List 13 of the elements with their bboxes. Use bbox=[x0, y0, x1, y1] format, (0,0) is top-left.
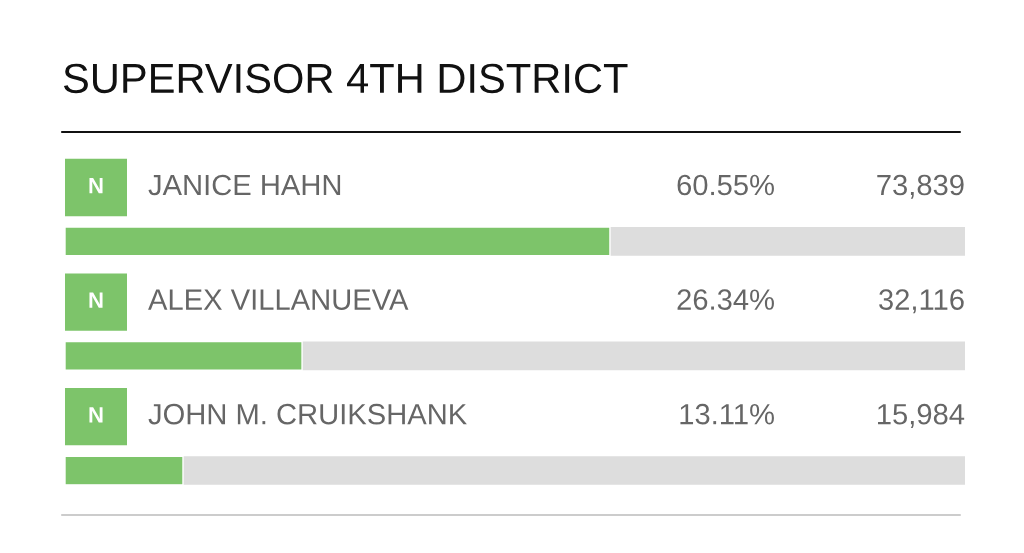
annotation: 15,984 bbox=[878, 403, 965, 428]
annotation: N bbox=[89, 292, 103, 308]
data-label: 26.34% bbox=[677, 289, 774, 310]
chart-title: SUPERVISOR 4TH DISTRICT bbox=[63, 63, 628, 94]
y-tick-label: JANICE HAHN bbox=[148, 174, 341, 196]
annotation: 32,116 bbox=[879, 289, 964, 314]
data-label: 13.11% bbox=[680, 403, 774, 425]
annotation: N bbox=[89, 407, 103, 423]
y-tick-label: ALEX VILLANUEVA bbox=[148, 289, 409, 310]
y-tick-label: JOHN M. CRUIKSHANK bbox=[148, 403, 467, 425]
annotation: 73,839 bbox=[877, 174, 964, 199]
data-label: 60.55% bbox=[677, 174, 774, 196]
annotation: N bbox=[89, 177, 103, 194]
